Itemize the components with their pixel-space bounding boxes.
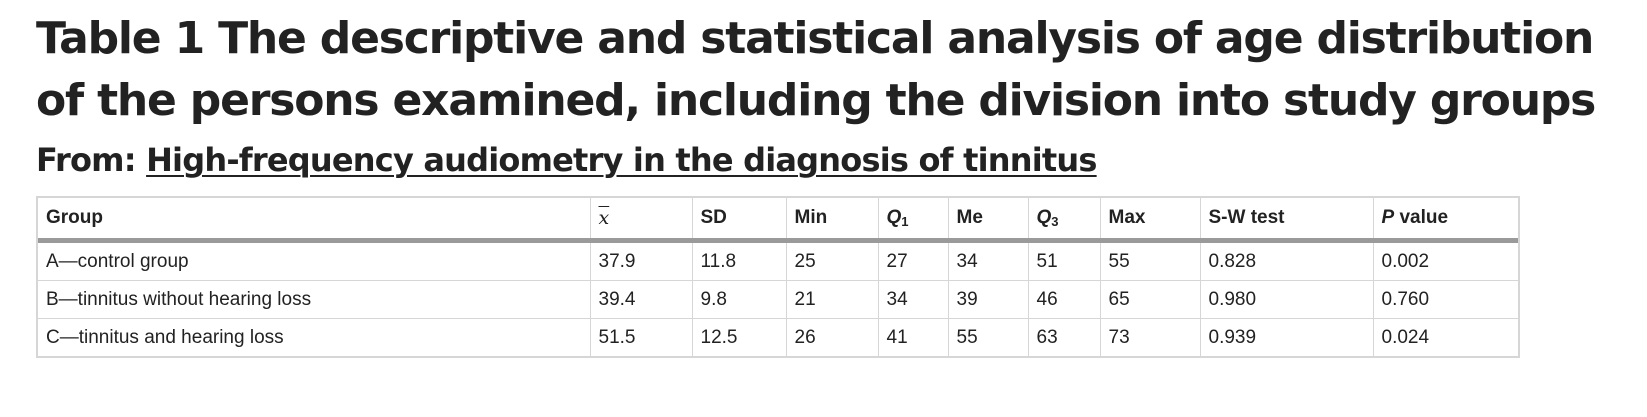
data-table-container: Group x SD Min Q1 Me Q3 Max S-W test P v… (36, 196, 1520, 358)
cell-min: 21 (785, 280, 878, 319)
cell-sw: 0.980 (1199, 280, 1373, 319)
cell-q3: 46 (1027, 280, 1100, 319)
cell-sw: 0.828 (1199, 240, 1373, 281)
cell-q1: 27 (877, 240, 948, 281)
source-article-link[interactable]: High-frequency audiometry in the diagnos… (146, 141, 1097, 179)
q1-subscript: 1 (901, 214, 909, 229)
cell-mean: 39.4 (589, 280, 692, 319)
header-min: Min (785, 198, 878, 243)
header-sd: SD (691, 198, 786, 243)
cell-sd: 9.8 (691, 280, 786, 319)
q3-letter: Q (1036, 207, 1052, 228)
mean-symbol: x (598, 206, 610, 229)
q3-subscript: 3 (1051, 214, 1059, 229)
cell-group: C—tinnitus and hearing loss (46, 326, 284, 348)
cell-max: 73 (1099, 318, 1200, 356)
q1-letter: Q (886, 207, 902, 228)
cell-p: 0.002 (1372, 240, 1518, 281)
cell-max: 65 (1099, 280, 1200, 319)
age-distribution-table: Group x SD Min Q1 Me Q3 Max S-W test P v… (38, 198, 1518, 356)
cell-sd: 12.5 (691, 318, 786, 356)
cell-sw: 0.939 (1199, 318, 1373, 356)
cell-group: B—tinnitus without hearing loss (38, 280, 590, 319)
table-header-row: Group x SD Min Q1 Me Q3 Max S-W test P v… (38, 198, 1518, 243)
cell-q3: 51 (1027, 240, 1100, 281)
p-letter: P (1381, 207, 1395, 228)
table-row: C—tinnitus and hearing loss 51.5 12.5 26… (38, 318, 1518, 356)
header-max: Max (1099, 198, 1200, 243)
cell-min: 26 (785, 318, 878, 356)
header-group: Group (38, 198, 590, 243)
cell-q3: 63 (1027, 318, 1100, 356)
header-sw-test: S-W test (1199, 198, 1373, 243)
table-row: A—control group 37.9 11.8 25 27 34 51 55… (38, 240, 1518, 281)
source-prefix: From: (36, 141, 137, 179)
cell-sd: 11.8 (691, 240, 786, 281)
cell-mean: 37.9 (589, 240, 692, 281)
article-table-page: Table 1 The descriptive and statistical … (36, 8, 1616, 358)
table-title: Table 1 The descriptive and statistical … (36, 13, 1596, 126)
header-p-value: P value (1372, 198, 1518, 243)
source-line: From: High-frequency audiometry in the d… (36, 138, 1616, 182)
cell-mean: 51.5 (589, 318, 692, 356)
cell-me: 55 (947, 318, 1028, 356)
header-mean: x (589, 198, 692, 243)
p-rest: value (1394, 207, 1449, 228)
cell-me: 39 (947, 280, 1028, 319)
cell-q1: 41 (877, 318, 948, 356)
cell-me: 34 (947, 240, 1028, 281)
header-me: Me (947, 198, 1028, 243)
header-q1: Q1 (877, 198, 948, 243)
cell-p: 0.024 (1372, 318, 1518, 356)
header-q3: Q3 (1027, 198, 1100, 243)
cell-group: A—control group (38, 240, 590, 281)
cell-q1: 34 (877, 280, 948, 319)
cell-min: 25 (785, 240, 878, 281)
cell-p: 0.760 (1372, 280, 1518, 319)
table-row: B—tinnitus without hearing loss 39.4 9.8… (38, 280, 1518, 319)
cell-max: 55 (1099, 240, 1200, 281)
